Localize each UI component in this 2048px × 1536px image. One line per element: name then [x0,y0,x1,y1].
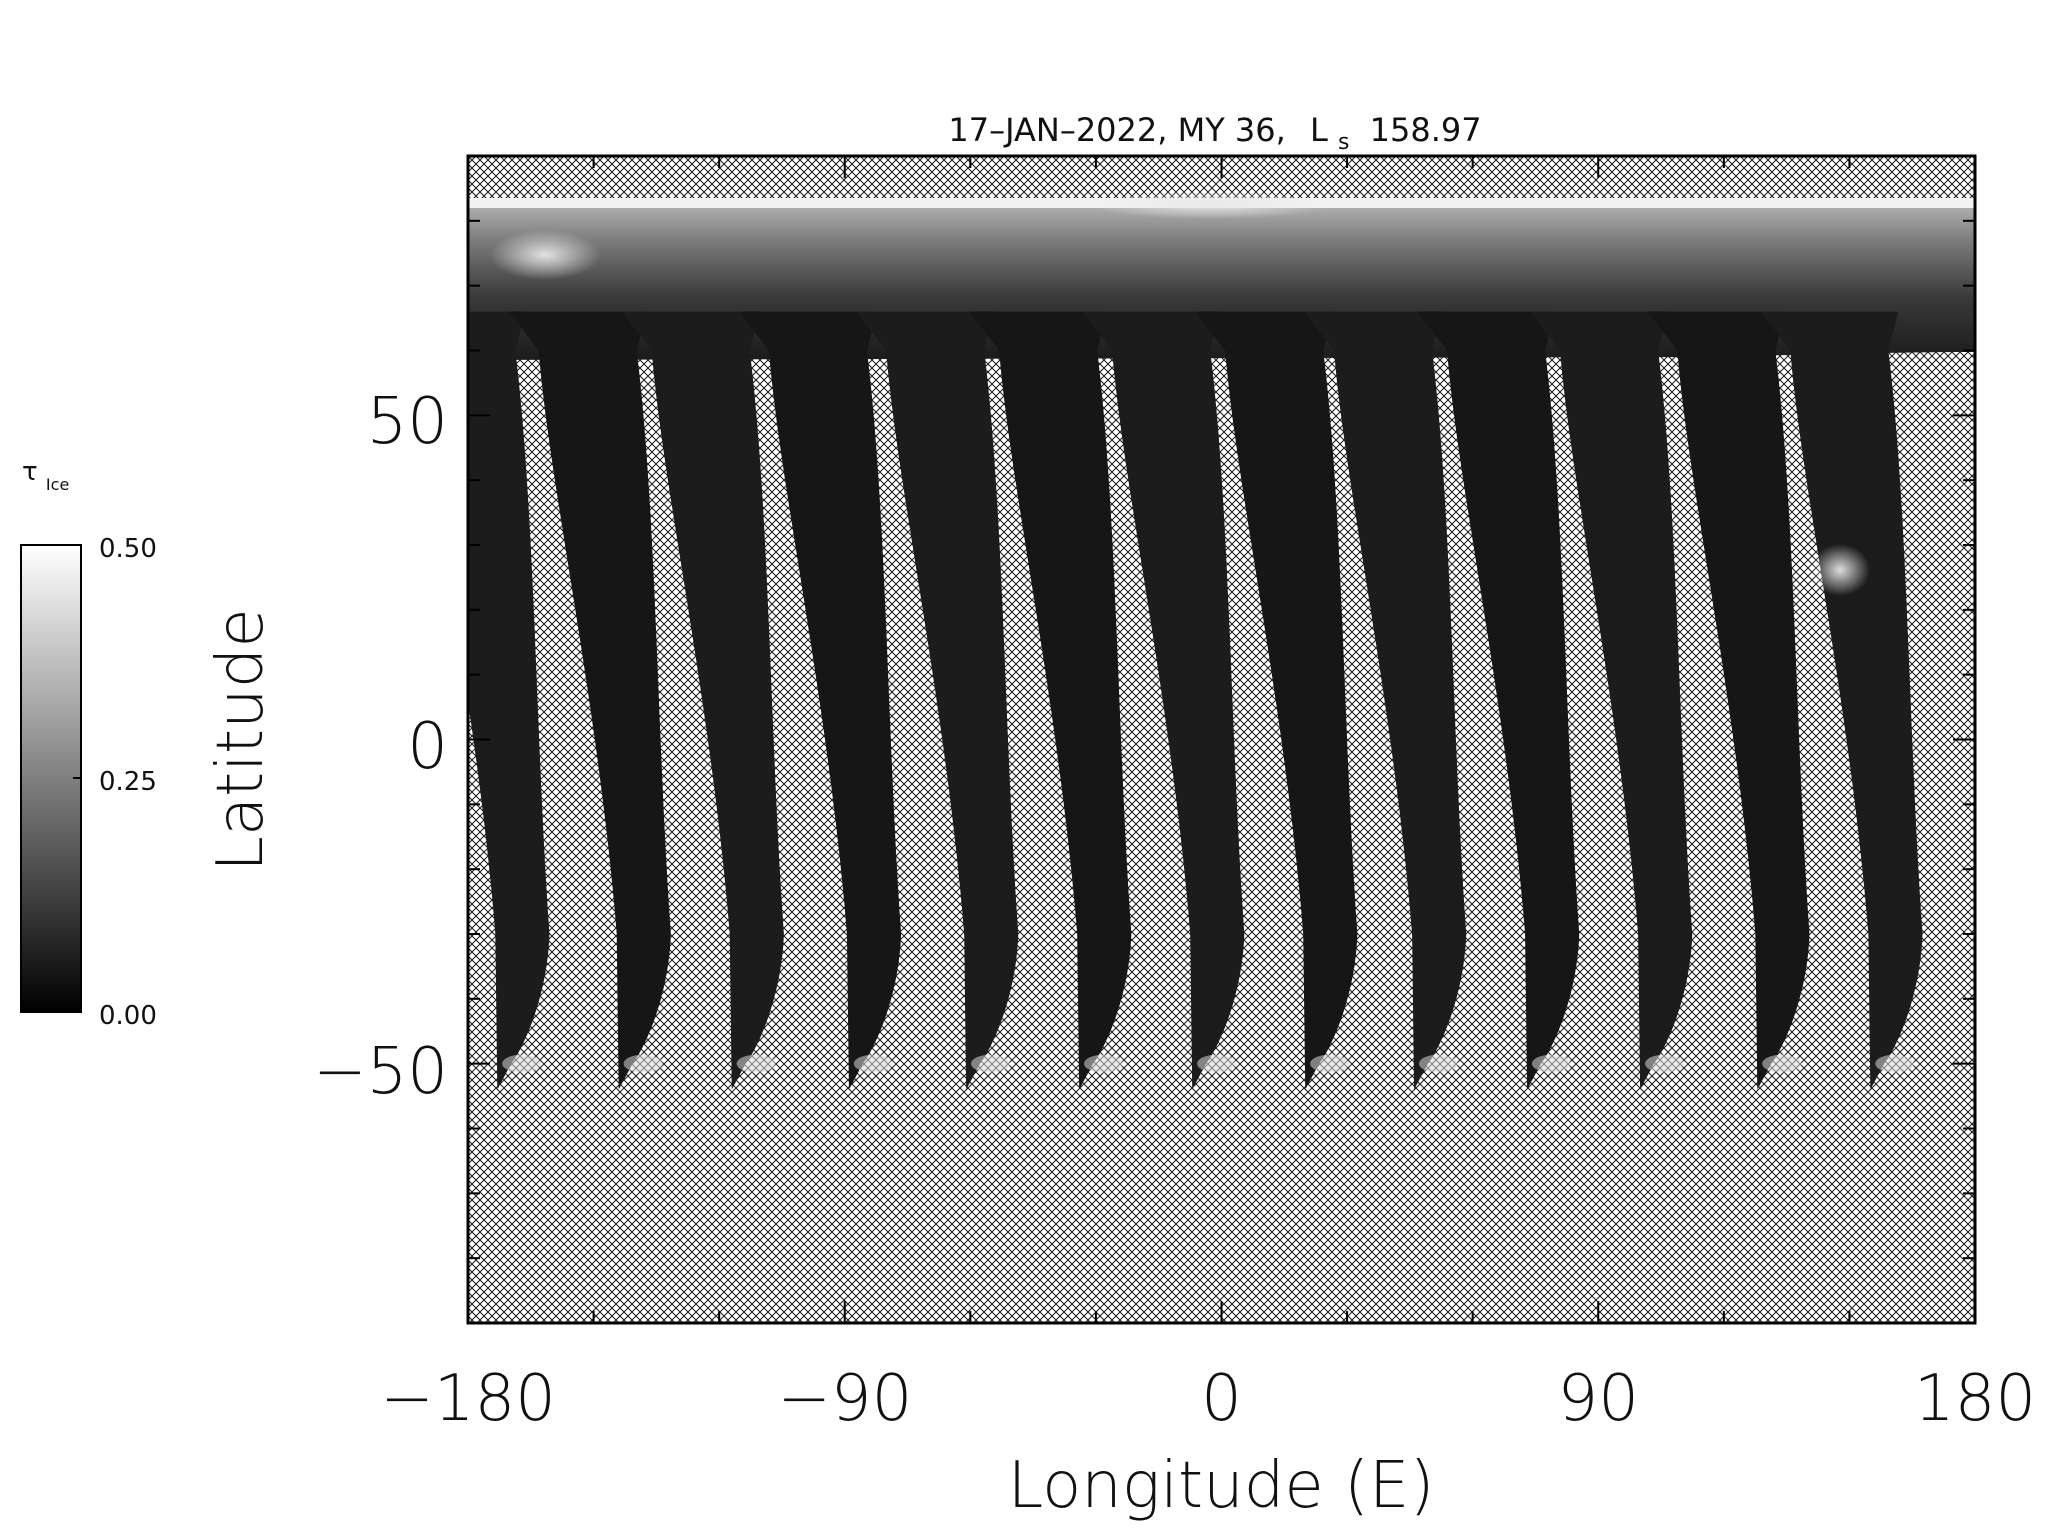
swath-2 [508,311,671,1090]
colorbar-tick-label: 0.50 [99,534,157,564]
title-ls-symbol: L [1310,111,1328,149]
swath-edge-highlight [623,1054,663,1073]
swath-edge-highlight [853,1054,893,1073]
swath-edge-highlight [1875,1054,1915,1073]
x-tick-label: 0 [1201,1362,1242,1436]
swath-edge-highlight [502,1054,542,1073]
colorbar-gradient [20,544,82,1013]
colorbar-title: τ Ice [22,457,69,494]
swath-edge-highlight [971,1054,1010,1073]
swath-edge-highlight [1197,1054,1237,1073]
colorbar-symbol-subscript: Ice [46,475,69,494]
swath-12 [1647,311,1810,1090]
swath-5 [856,311,1019,1090]
swath-edge-highlight [1762,1054,1802,1073]
swath-edge-highlight [1531,1054,1571,1073]
y-tick-label: −50 [313,1035,448,1109]
swath-6 [969,311,1132,1090]
swath-10 [1417,311,1580,1090]
cloud-feature [1810,544,1870,596]
swath-3 [621,311,784,1090]
y-tick-label: 50 [367,385,448,459]
swath-1 [468,311,550,1090]
swath-edge-highlight [1310,1054,1350,1073]
x-tick-label: 90 [1558,1362,1639,1436]
map-plot-area [468,156,1975,1323]
x-tick-label: −180 [380,1362,556,1436]
title-ls-value: 158.97 [1370,111,1482,149]
colorbar-tick-label: 0.25 [99,767,157,797]
colorbar: τ Ice 0.50 0.25 0.00 [20,457,157,1031]
swath-9 [1304,311,1467,1090]
swath-8 [1195,311,1358,1090]
map-title: 17–JAN–2022, MY 36, L s 158.97 [948,111,1481,157]
swath-11 [1530,311,1693,1090]
title-ls-subscript: s [1338,130,1349,155]
x-tick-labels: −180 −90 0 90 180 [380,1362,2036,1436]
swath-13 [1760,311,1923,1090]
swath-group [468,311,1923,1090]
swath-edge-highlight [736,1054,776,1073]
swath-4 [738,311,902,1090]
x-tick-label: −90 [777,1362,912,1436]
swath-edge-highlight [1644,1054,1684,1073]
swath-7 [1082,311,1245,1090]
y-axis-label: Latitude [204,608,278,871]
colorbar-symbol: τ [22,457,38,487]
title-date-text: 17–JAN–2022, MY 36, [948,111,1285,149]
cloud-feature [1090,191,1330,219]
y-tick-label: 0 [407,710,448,784]
cloud-feature [490,230,600,280]
axis-ticks [467,155,1976,1324]
swath-edge-highlight [1418,1054,1458,1073]
y-tick-labels: 50 0 −50 [313,385,448,1109]
x-axis-label: Longitude (E) [1008,1449,1435,1523]
x-tick-label: 180 [1914,1362,2036,1436]
svg-text:17–JAN–2022, MY 36, L: 17–JAN–2022, MY 36, L s 158.97 [948,111,1481,157]
swath-edge-highlight [1084,1054,1123,1073]
colorbar-tick-label: 0.00 [99,1001,157,1031]
